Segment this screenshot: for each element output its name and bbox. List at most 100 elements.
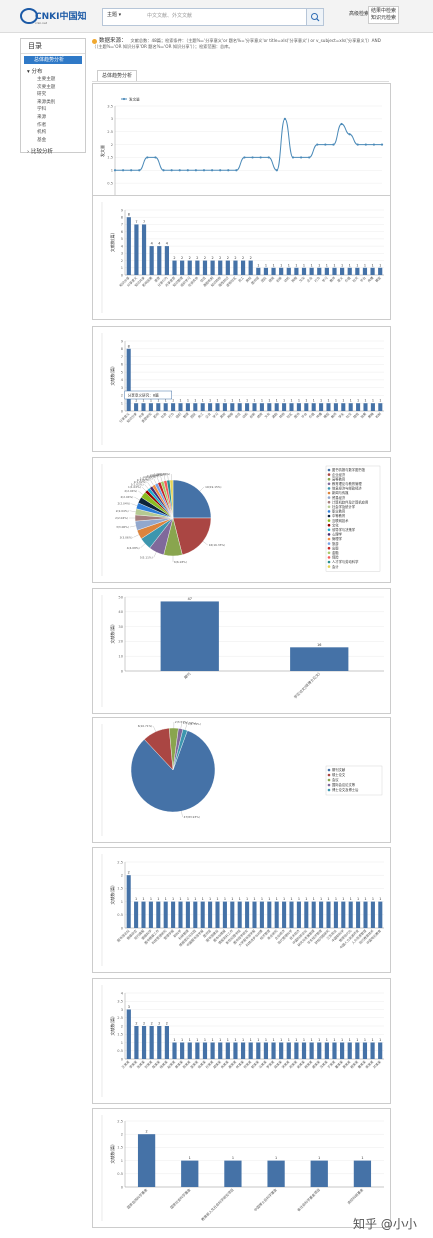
x-tick-label: 国家社会科学基金 (169, 1187, 192, 1210)
data-point (210, 169, 214, 172)
bar (304, 901, 309, 928)
x-tick-label: 传播 (315, 411, 324, 420)
bar-value-label: 1 (179, 897, 181, 901)
doc-type-pie-chart: 47(83.93%) 6(10.71%) 2(3.57%)1(1.79%)1(1.7… (101, 720, 383, 836)
bar (230, 901, 235, 928)
x-tick-label: 模型 (322, 411, 331, 420)
x-tick-label: 徐某某 (196, 1059, 207, 1070)
data-point (194, 169, 198, 172)
bar (296, 901, 301, 928)
x-tick-label: 网络 (226, 411, 235, 420)
search-scope-select[interactable]: 主题 ▾ (107, 12, 122, 18)
sidebar-item[interactable]: 研究 (37, 92, 47, 98)
data-point (219, 169, 222, 172)
bar-value-label: 1 (357, 897, 359, 901)
y-axis-label: 文献数(篇) (109, 233, 115, 253)
bar-value-label: 8 (128, 213, 130, 217)
bar-value-label: 1 (333, 1038, 335, 1042)
x-tick-label: 吴某某 (189, 1059, 200, 1070)
x-tick-label: 王某某 (120, 1059, 131, 1070)
chart-panel-funds: 0 0.5 1 1.5 2 2.5 文献数(篇) 2 国家自然科学基金 1 国家社会科学基金 1 教育部… (92, 1108, 391, 1228)
bar (267, 1160, 285, 1187)
legend-marker (327, 537, 331, 541)
y-tick-label: 2.5 (117, 1016, 123, 1020)
pie-label-leader (180, 722, 182, 729)
x-tick-label: 效果 (359, 411, 368, 420)
x-tick-label: 企业 (305, 275, 313, 283)
sidebar-item[interactable]: 基金 (37, 137, 47, 143)
sidebar-section-compare[interactable]: › 比较分析 (27, 149, 53, 156)
x-tick-label: 教师 (330, 411, 339, 420)
bar-value-label: 1 (379, 897, 381, 901)
cnki-logo[interactable]: CNKI中国知网 cnki.net (20, 7, 86, 25)
sidebar-item[interactable]: 学科 (37, 107, 47, 113)
bar-value-label: 4 (151, 242, 153, 246)
result-search-link[interactable]: 结果中检索 (371, 8, 397, 14)
sidebar-item[interactable]: 主要主题 (37, 77, 56, 82)
x-tick-label: 于某某 (326, 1059, 337, 1070)
data-point (340, 122, 343, 126)
y-tick-label: 0.5 (107, 181, 113, 185)
bar (289, 403, 294, 411)
x-tick-label: 平台 (300, 411, 308, 419)
bar-value-label: 4 (166, 242, 168, 246)
bar (370, 403, 375, 411)
advanced-search-link[interactable]: 高级检索 (349, 11, 370, 17)
bar (248, 1042, 253, 1059)
bar (282, 901, 287, 928)
bar (164, 246, 169, 275)
search-box[interactable]: 主题 ▾ 中文文献、外文文献 (102, 8, 324, 26)
bar (210, 1042, 215, 1059)
pie-slice-label: 1(1.79%) (183, 721, 196, 725)
x-tick-label: 梁某某 (273, 1059, 284, 1070)
bar (225, 1042, 230, 1059)
data-point (154, 156, 157, 159)
x-tick-label: 曹某某 (356, 1059, 367, 1070)
bar-value-label: 1 (261, 897, 263, 901)
data-source-label: 数据来源： (99, 38, 127, 44)
bar (225, 260, 230, 275)
knowledge-search-link[interactable]: 知识元检索 (371, 15, 397, 21)
right-links: 结果中检索 知识元检索 (368, 6, 400, 24)
sidebar-item[interactable]: 来源类别 (37, 99, 56, 105)
bar-value-label: 1 (268, 399, 270, 403)
bar (141, 403, 146, 411)
sidebar-item[interactable]: 作者 (37, 122, 47, 128)
bar (208, 403, 213, 411)
tab-trend-analysis[interactable]: 总体趋势分析 (97, 70, 138, 81)
bar (126, 875, 131, 928)
bar (271, 1042, 276, 1059)
bar (185, 403, 190, 411)
legend-label: 人才学与劳动科学 (332, 559, 359, 564)
bar (356, 403, 361, 411)
bar (245, 403, 250, 411)
bar (333, 403, 338, 411)
legend-label: 期刊文献 (332, 767, 346, 772)
sidebar-item[interactable]: 次要主题 (37, 84, 56, 90)
pie-slice-label: 5(5.11%) (140, 556, 153, 560)
pie-label-leader (185, 724, 188, 730)
bar-value-label: 1 (379, 263, 381, 267)
sidebar-item-trend[interactable]: 总体趋势分析 (24, 56, 82, 64)
sidebar-item[interactable]: 机构 (37, 130, 47, 136)
legend-marker (327, 487, 331, 490)
sidebar-item[interactable]: 来源 (37, 114, 47, 120)
search-button[interactable] (306, 9, 323, 25)
bar (294, 267, 299, 275)
x-tick-label: 胡某某 (212, 1059, 223, 1070)
bar (317, 1042, 322, 1059)
bar (141, 901, 146, 928)
pie-label-leader (150, 480, 154, 486)
y-tick-label: 4 (121, 991, 124, 995)
bar-value-label: 1 (239, 399, 241, 403)
x-tick-label: 激励 (270, 411, 278, 419)
x-tick-label: 策略 (367, 411, 376, 420)
bar-value-label: 1 (253, 399, 255, 403)
pie-label-leader (140, 543, 146, 548)
sidebar-section-label: 分布 (31, 69, 43, 75)
bar (256, 1042, 261, 1059)
bar-value-label: 2 (234, 256, 236, 260)
sidebar-section-distribution[interactable]: ▾ 分布 (27, 69, 43, 75)
legend-label: 企业经济 (332, 472, 346, 477)
search-input[interactable]: 中文文献、外文文献 (147, 13, 193, 19)
